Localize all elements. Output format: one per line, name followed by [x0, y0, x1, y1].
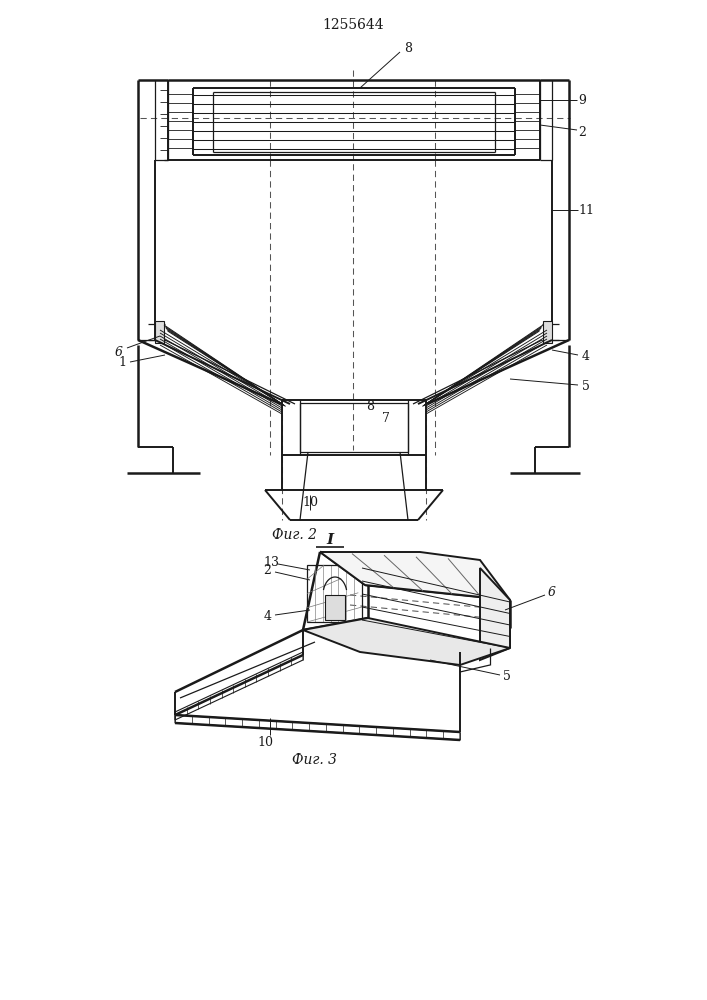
Text: 11: 11 [578, 204, 594, 217]
Polygon shape [480, 568, 510, 660]
Polygon shape [320, 552, 510, 600]
Text: 2: 2 [263, 564, 271, 576]
Text: 13: 13 [263, 556, 279, 568]
Text: 5: 5 [503, 670, 511, 684]
Text: 8: 8 [366, 399, 374, 412]
Text: 10: 10 [257, 736, 273, 748]
Text: Фиг. 3: Фиг. 3 [293, 753, 337, 767]
Polygon shape [325, 595, 345, 620]
Text: 6: 6 [548, 586, 556, 599]
Text: 10: 10 [302, 495, 318, 508]
Text: 8: 8 [404, 42, 412, 55]
Text: 6: 6 [115, 346, 123, 359]
Text: Фиг. 2: Фиг. 2 [272, 528, 317, 542]
Polygon shape [303, 618, 510, 665]
Text: I: I [327, 533, 334, 547]
Text: 5: 5 [582, 380, 590, 393]
Text: 9: 9 [578, 94, 586, 106]
Polygon shape [155, 321, 164, 343]
Text: 1: 1 [118, 356, 126, 368]
Text: 2: 2 [578, 125, 586, 138]
Text: 1255644: 1255644 [322, 18, 384, 32]
Text: 4: 4 [582, 351, 590, 363]
Polygon shape [543, 321, 552, 343]
Text: 4: 4 [264, 610, 272, 624]
Circle shape [495, 623, 509, 637]
Text: 7: 7 [382, 412, 390, 424]
